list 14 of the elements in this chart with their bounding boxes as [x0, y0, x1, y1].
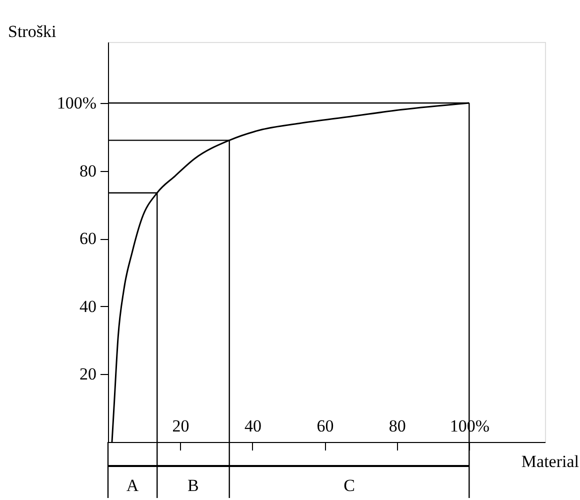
- x-tick-label: 80: [388, 416, 406, 436]
- x-axis-title: Material: [521, 452, 580, 471]
- y-axis-title: Stroški: [8, 22, 56, 41]
- y-tick-label: 20: [80, 364, 96, 384]
- y-tick-label: 40: [80, 296, 96, 316]
- x-tick-label: 40: [244, 416, 262, 436]
- text: B: [188, 476, 199, 495]
- text: A: [126, 476, 140, 495]
- y-tick-label: 80: [80, 161, 96, 180]
- x-tick-label: 20: [172, 416, 190, 436]
- y-tick-label: 60: [80, 229, 96, 248]
- text: C: [344, 476, 355, 495]
- y-tick-label: 100%: [56, 94, 96, 113]
- x-tick-label: 60: [316, 416, 334, 436]
